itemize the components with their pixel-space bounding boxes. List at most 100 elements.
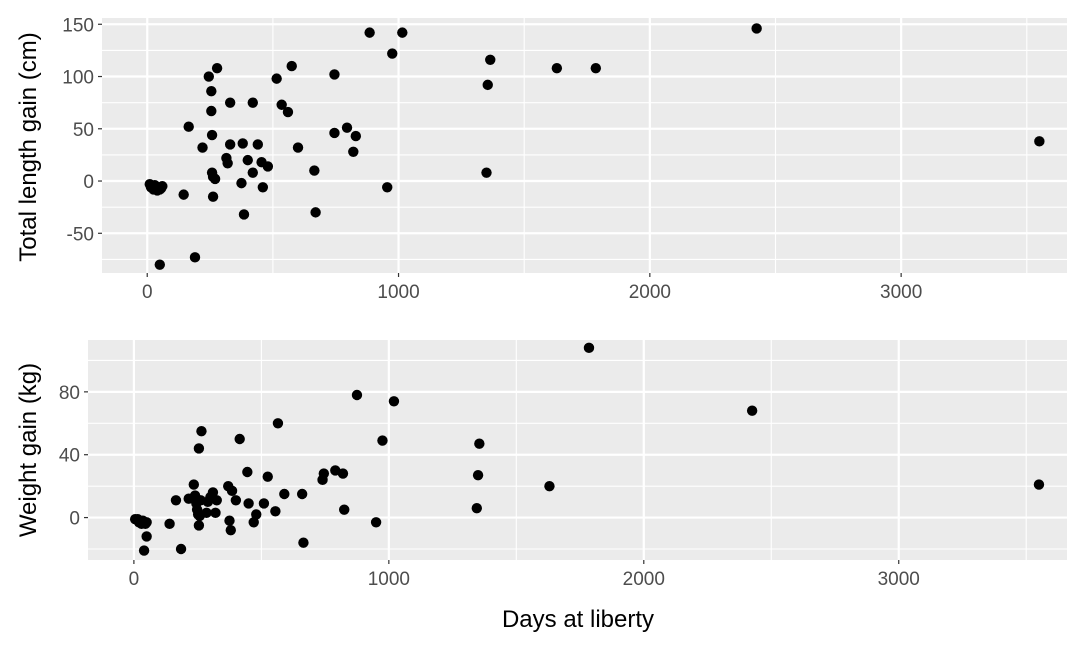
data-point [248,517,259,528]
data-point [257,182,269,193]
y-tick-label: 0 [69,509,80,530]
data-point [242,154,253,166]
data-point [370,517,382,528]
data-point [203,71,215,82]
data-point [236,177,247,189]
data-point [472,469,484,481]
data-point [387,48,398,59]
data-point [471,502,482,514]
data-point [196,425,207,437]
data-point [230,495,242,506]
x-tick-label: 3000 [880,282,922,303]
data-point [1033,479,1045,490]
data-point [141,517,152,528]
data-point [157,181,168,192]
data-point [341,122,353,133]
data-point [298,537,309,548]
data-point [226,485,238,497]
data-point [279,488,290,500]
data-point [209,173,221,185]
data-point [746,405,758,416]
data-point [224,97,236,108]
data-point [544,480,555,492]
y-axis-title-total-length: Total length gain (cm) [15,32,42,261]
data-point [243,498,254,509]
data-point [276,99,287,110]
data-point [309,165,320,176]
data-point [206,129,218,141]
data-point [292,142,304,153]
y-tick-label: 80 [59,383,80,404]
data-point [225,524,236,536]
data-point [351,389,363,401]
data-point [193,520,205,531]
data-point [382,182,393,193]
data-point [364,27,375,38]
data-point [551,62,563,74]
data-point [350,130,362,142]
data-point [222,158,233,169]
data-point [296,488,308,500]
data-point [397,27,408,38]
data-point [271,73,282,84]
x-tick-label: 0 [142,282,153,303]
y-tick-label: 40 [59,446,80,467]
data-point [251,509,262,520]
data-point [207,487,219,498]
data-point [242,466,253,478]
data-point [207,191,219,202]
data-point [485,54,496,66]
data-point [224,515,235,526]
data-point [348,146,359,157]
data-point [178,189,189,200]
data-point [252,139,264,150]
data-point [188,479,200,490]
panel-total-length: -50 0 50 100 150 0 1000 2000 3000 [62,15,1067,303]
data-point [193,443,205,454]
data-point [318,468,330,479]
data-point [272,418,284,429]
x-tick-label: 1000 [377,282,419,303]
data-point [237,138,248,149]
data-point [138,545,150,556]
y-tick-label: -50 [67,224,94,245]
data-point [388,396,400,407]
data-point [262,161,274,172]
data-point [183,121,194,132]
data-point [751,23,762,34]
data-point [262,471,273,482]
x-tick-label: 2000 [629,282,671,303]
data-point [210,507,221,519]
y-tick-label: 150 [62,15,94,36]
data-point [1034,136,1045,147]
data-point [583,342,595,354]
x-tick-label: 0 [129,569,140,590]
data-point [154,259,165,270]
data-point [206,105,217,117]
data-point [270,506,281,517]
data-point [258,498,270,509]
data-point [590,62,602,74]
x-axis-title: Days at liberty [502,606,654,633]
data-point [247,97,258,108]
data-point [286,60,297,72]
y-tick-label: 50 [73,120,94,141]
data-point [189,252,201,263]
data-point [377,435,388,446]
data-point [211,495,222,506]
data-point [206,85,217,97]
data-point [329,69,340,80]
x-tick-label: 2000 [623,569,665,590]
panel-weight: 0 40 80 0 1000 2000 3000 [59,340,1067,590]
y-tick-label: 0 [83,172,94,193]
x-tick-label: 1000 [368,569,410,590]
data-point [164,518,175,530]
x-tick-label: 3000 [878,569,920,590]
data-point [170,495,182,506]
data-point [282,106,294,118]
data-point [211,62,223,74]
data-point [329,127,340,139]
y-axis-title-weight: Weight gain (kg) [15,363,42,537]
